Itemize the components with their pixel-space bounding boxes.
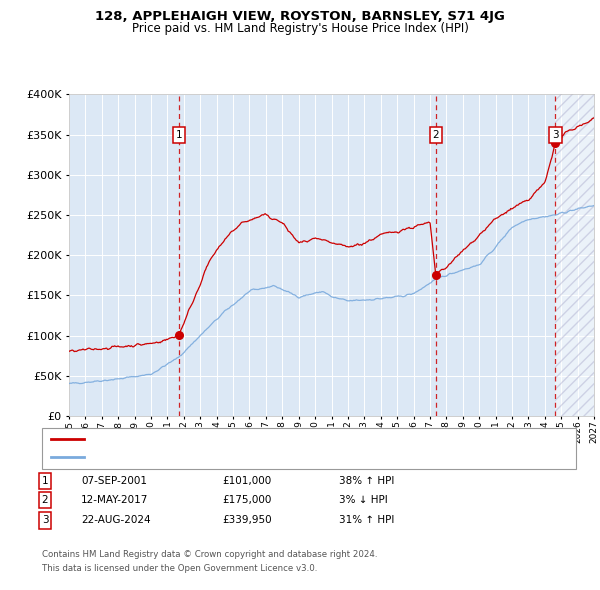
Text: HPI: Average price, detached house, Barnsley: HPI: Average price, detached house, Barn… xyxy=(90,453,313,463)
Text: 07-SEP-2001: 07-SEP-2001 xyxy=(81,476,147,486)
Text: £175,000: £175,000 xyxy=(222,496,271,505)
Text: Price paid vs. HM Land Registry's House Price Index (HPI): Price paid vs. HM Land Registry's House … xyxy=(131,22,469,35)
Text: This data is licensed under the Open Government Licence v3.0.: This data is licensed under the Open Gov… xyxy=(42,565,317,573)
Text: 31% ↑ HPI: 31% ↑ HPI xyxy=(339,516,394,525)
Text: 22-AUG-2024: 22-AUG-2024 xyxy=(81,516,151,525)
Text: 3: 3 xyxy=(552,130,559,140)
Text: 3% ↓ HPI: 3% ↓ HPI xyxy=(339,496,388,505)
Bar xyxy=(555,94,594,416)
Text: 12-MAY-2017: 12-MAY-2017 xyxy=(81,496,148,505)
Text: 1: 1 xyxy=(175,130,182,140)
Text: 2: 2 xyxy=(41,496,49,505)
Text: 2: 2 xyxy=(433,130,439,140)
Text: 1: 1 xyxy=(41,476,49,486)
Text: Contains HM Land Registry data © Crown copyright and database right 2024.: Contains HM Land Registry data © Crown c… xyxy=(42,550,377,559)
Text: 3: 3 xyxy=(41,516,49,525)
Text: £101,000: £101,000 xyxy=(222,476,271,486)
Text: 38% ↑ HPI: 38% ↑ HPI xyxy=(339,476,394,486)
Text: £339,950: £339,950 xyxy=(222,516,272,525)
Text: 128, APPLEHAIGH VIEW, ROYSTON, BARNSLEY, S71 4JG (detached house): 128, APPLEHAIGH VIEW, ROYSTON, BARNSLEY,… xyxy=(90,434,449,444)
Text: 128, APPLEHAIGH VIEW, ROYSTON, BARNSLEY, S71 4JG: 128, APPLEHAIGH VIEW, ROYSTON, BARNSLEY,… xyxy=(95,10,505,23)
